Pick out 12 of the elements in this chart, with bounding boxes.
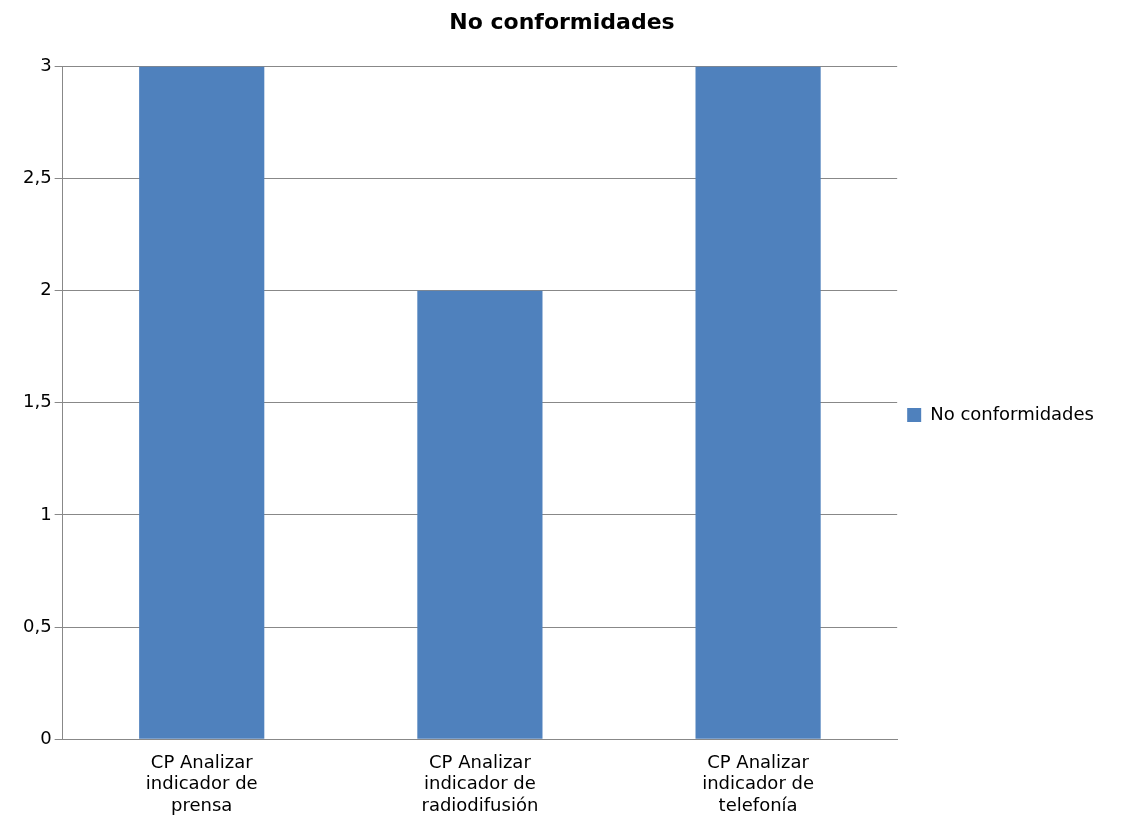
x-tick-label: CP Analizar indicador de telefonía [702,750,814,815]
y-tick-label: 1,5 [22,390,52,412]
y-tick-label: 0 [40,726,52,748]
y-tick-label: 2 [40,278,52,300]
chart-title: No conformidades [449,8,675,34]
y-tick-label: 0,5 [22,614,52,636]
x-tick-label: CP Analizar indicador de prensa [145,750,258,815]
x-tick-label: CP Analizar indicador de radiodifusión [421,750,539,815]
y-tick-label: 2,5 [22,166,52,188]
y-tick-label: 1 [40,502,52,524]
y-tick-label: 3 [40,54,52,76]
legend-label: No conformidades [930,402,1095,424]
